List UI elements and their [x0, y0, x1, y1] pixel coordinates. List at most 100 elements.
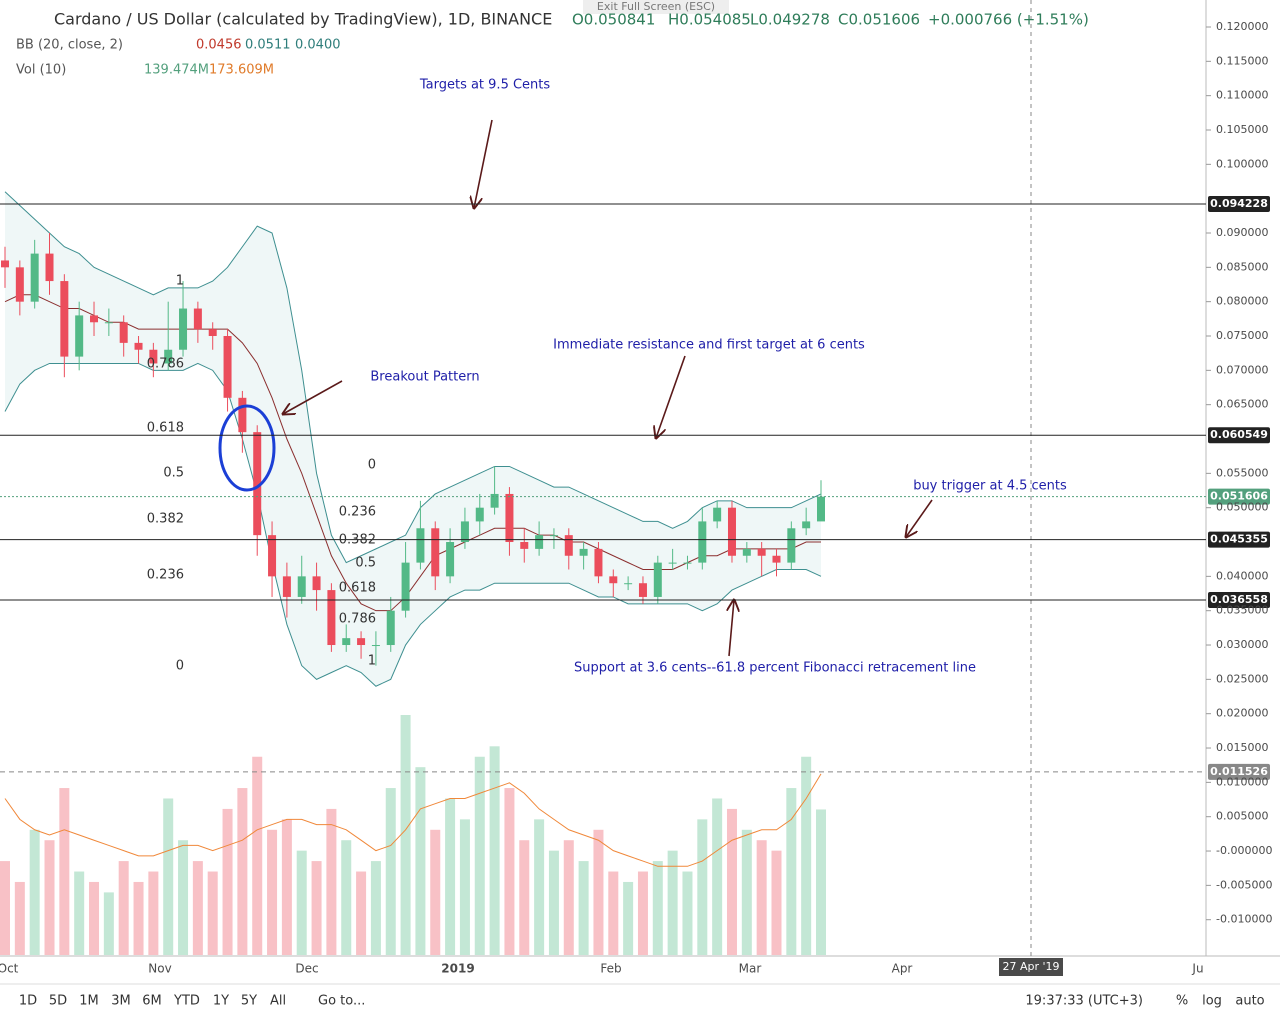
candle-body	[357, 638, 366, 646]
level-label: 0.051606	[1210, 490, 1268, 503]
level-label: 0.045355	[1210, 533, 1268, 546]
volume-bar	[356, 871, 367, 955]
arrow	[656, 355, 686, 438]
volume-bar	[474, 756, 485, 955]
candle-body	[431, 528, 440, 577]
y-tick-label: 0.010000	[1216, 775, 1269, 788]
candle-body	[268, 535, 277, 577]
volume-bar	[385, 788, 396, 955]
level-label: 0.011526	[1210, 765, 1268, 778]
level-label: 0.060549	[1210, 428, 1268, 441]
range-button[interactable]: 1Y	[213, 994, 229, 1009]
volume-bar	[786, 788, 797, 955]
level-tag	[1208, 427, 1270, 444]
fib-label: 0.786	[147, 357, 184, 372]
range-button[interactable]: 3M	[111, 994, 131, 1009]
vol-value: 173.609M	[209, 63, 274, 78]
candle-layer	[1, 232, 825, 666]
goto-button[interactable]: Go to...	[318, 994, 365, 1009]
volume-bar	[697, 819, 708, 955]
y-tick-label: 0.120000	[1216, 20, 1269, 33]
volume-bar	[29, 829, 40, 955]
candle-body	[134, 342, 143, 350]
volume-bar	[207, 871, 218, 955]
candle-body	[564, 535, 573, 556]
arrow	[283, 380, 343, 414]
candle-body	[149, 349, 158, 364]
volume-bar	[192, 861, 203, 955]
exit-fullscreen[interactable]	[583, 0, 729, 14]
fib-label: 0	[176, 659, 184, 674]
band-fill	[5, 191, 821, 687]
volume-bar	[801, 756, 812, 955]
x-tick-label: Apr	[892, 962, 913, 976]
candle-body	[446, 542, 455, 577]
candle-body	[208, 329, 217, 337]
level-tag	[1208, 195, 1270, 212]
date-marker-tag	[999, 958, 1063, 976]
ohlc-close: C0.051606	[838, 11, 920, 29]
volume-bar	[430, 829, 441, 955]
volume-bar	[89, 881, 100, 955]
range-button[interactable]: YTD	[173, 994, 200, 1009]
level-tag	[1208, 591, 1270, 608]
annotation: Support at 3.6 cents--61.8 percent Fibon…	[574, 661, 976, 676]
candle-body	[119, 322, 128, 343]
volume-bar	[756, 840, 767, 955]
candle-body	[490, 493, 499, 508]
vol-value: 139.474M	[144, 63, 209, 78]
volume-bar	[103, 892, 114, 955]
y-tick-label: -0.010000	[1216, 913, 1272, 926]
volume-bar	[667, 850, 678, 955]
volume-bar	[311, 861, 322, 955]
y-tick-label: 0.110000	[1216, 89, 1269, 102]
volume-bar	[741, 829, 752, 955]
volume-bar	[370, 861, 381, 955]
y-tick-label: 0.025000	[1216, 672, 1269, 685]
range-button[interactable]: 5Y	[241, 994, 257, 1009]
volume-bar	[14, 881, 25, 955]
volume-bar	[296, 850, 307, 955]
candle-body	[371, 645, 380, 647]
range-button[interactable]: 1M	[79, 994, 99, 1009]
fib-label: 0.786	[339, 612, 376, 627]
clock: 19:37:33 (UTC+3)	[1025, 994, 1143, 1009]
candle-body	[327, 590, 336, 646]
candle-body	[505, 493, 514, 543]
candle-body	[817, 496, 825, 522]
range-button[interactable]: 5D	[49, 994, 67, 1009]
volume-bar	[281, 819, 292, 955]
range-button[interactable]: 6M	[142, 994, 162, 1009]
scale-option[interactable]: %	[1176, 994, 1188, 1009]
scale-option[interactable]: auto	[1235, 994, 1264, 1009]
candle-body	[698, 521, 707, 563]
y-tick-label: 0.005000	[1216, 810, 1269, 823]
y-tick-label: -0.000000	[1216, 844, 1272, 857]
candle-body	[312, 576, 321, 591]
range-button[interactable]: 1D	[19, 994, 37, 1009]
y-tick-label: 0.075000	[1216, 329, 1269, 342]
range-button[interactable]: All	[270, 994, 286, 1009]
y-tick-label: 0.090000	[1216, 226, 1269, 239]
volume-bar	[816, 809, 826, 955]
band-lower	[4, 362, 822, 687]
candle-body	[342, 638, 351, 646]
candle-body	[1, 260, 9, 268]
exit-fullscreen-label[interactable]: Exit Full Screen (ESC)	[597, 0, 715, 13]
volume-bar	[133, 881, 144, 955]
candle-body	[193, 308, 202, 330]
candle-body	[683, 562, 692, 564]
fib-label: 0.236	[339, 505, 376, 520]
x-tick-label: Mar	[739, 962, 762, 976]
candle-body	[475, 507, 484, 522]
annotation: buy trigger at 4.5 cents	[913, 479, 1067, 494]
candle-body	[386, 610, 395, 646]
candle-body	[668, 562, 677, 564]
volume-bar	[222, 808, 233, 955]
scale-option[interactable]: log	[1202, 994, 1222, 1009]
candle-body	[416, 528, 425, 563]
ohlc-low: L0.049278	[750, 11, 830, 29]
volume-bar	[519, 840, 530, 955]
y-tick-label: 0.055000	[1216, 466, 1269, 479]
volume-bar	[548, 850, 559, 955]
